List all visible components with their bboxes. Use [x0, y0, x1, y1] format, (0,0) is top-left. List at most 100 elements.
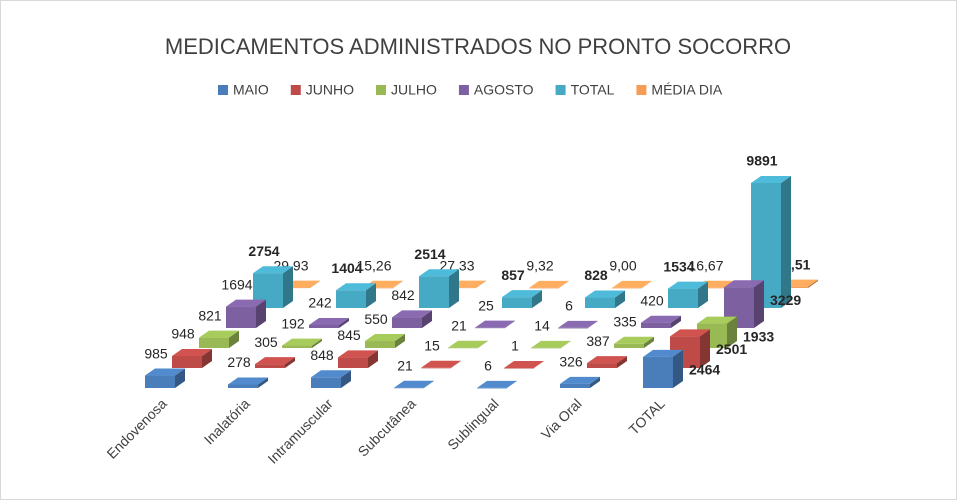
- bar-front: [668, 288, 698, 308]
- bar-front: [614, 343, 644, 348]
- bar-side: [310, 280, 320, 288]
- data-label: 845: [337, 327, 361, 343]
- bar: [643, 349, 683, 388]
- bar-side: [478, 340, 488, 348]
- bar-top: [504, 360, 544, 368]
- bar-front: [641, 322, 671, 328]
- bar-front: [145, 375, 175, 388]
- legend-label: JUNHO: [306, 82, 354, 98]
- data-label: 550: [364, 311, 388, 327]
- legend-label: JULHO: [391, 82, 437, 98]
- bar: [226, 299, 266, 328]
- data-label: 2501: [716, 341, 747, 357]
- data-label: 6: [565, 298, 573, 314]
- bar: [475, 320, 515, 329]
- bar-top: [477, 380, 517, 388]
- bar: [311, 370, 351, 388]
- bar: [338, 350, 378, 368]
- data-label: 16,67: [688, 257, 723, 273]
- bar-side: [532, 290, 542, 308]
- bar-top: [226, 299, 266, 307]
- data-label: 3229: [770, 292, 801, 308]
- bar-side: [673, 349, 683, 388]
- bar: [641, 315, 681, 328]
- bar: [145, 368, 185, 388]
- data-label: 857: [501, 267, 525, 283]
- data-label: 9,32: [526, 258, 553, 274]
- data-label: 848: [310, 347, 334, 363]
- bar-top: [419, 269, 459, 277]
- bar-front: [311, 377, 341, 388]
- bar-side: [559, 280, 569, 288]
- data-label: 21: [397, 357, 413, 373]
- legend-label: MAIO: [233, 82, 269, 98]
- bar: [529, 280, 569, 289]
- bar-front: [531, 347, 561, 349]
- data-label: 335: [613, 313, 637, 329]
- bar-top: [558, 320, 598, 328]
- bar-side: [341, 370, 351, 388]
- data-label: 1404: [331, 260, 362, 276]
- bar-top: [670, 329, 710, 337]
- bar-side: [368, 350, 378, 368]
- bar-front: [558, 327, 588, 329]
- bar-front: [446, 287, 476, 289]
- bar: [585, 290, 625, 308]
- bar-top: [668, 281, 708, 289]
- bar: [336, 283, 376, 308]
- bar: [309, 317, 349, 328]
- legend-swatch: [290, 85, 301, 95]
- bar-front: [475, 327, 505, 329]
- bar-side: [781, 176, 791, 308]
- bar-top: [338, 350, 378, 358]
- bar-top: [172, 349, 212, 357]
- bar-front: [421, 367, 451, 369]
- data-label: 192: [281, 315, 305, 331]
- bar-front: [282, 345, 312, 348]
- bar-top: [448, 340, 488, 348]
- bar-front: [365, 341, 395, 348]
- data-label: 14: [534, 318, 550, 334]
- bar-front: [338, 357, 368, 368]
- bar-top: [612, 280, 652, 288]
- bar-side: [256, 299, 266, 328]
- bar-top: [253, 266, 293, 274]
- bar-front: [280, 287, 310, 289]
- data-label: 842: [391, 287, 415, 303]
- bar-top: [199, 330, 239, 338]
- bar-top: [282, 338, 322, 346]
- bar-top: [336, 283, 376, 291]
- bar: [172, 349, 212, 368]
- data-label: 2514: [414, 246, 445, 262]
- data-label: 326: [559, 354, 583, 370]
- bar-side: [617, 356, 627, 368]
- data-label: 1694: [221, 276, 252, 292]
- data-label: 305: [254, 334, 278, 350]
- bar-side: [451, 360, 461, 368]
- bar: [531, 340, 571, 349]
- bar: [199, 330, 239, 348]
- bar-side: [700, 329, 710, 368]
- bar-top: [531, 340, 571, 348]
- data-label: 1: [511, 338, 519, 354]
- legend-label: MÉDIA DIA: [651, 82, 722, 98]
- bar-side: [424, 380, 434, 388]
- bar: [668, 281, 708, 308]
- bar-front: [504, 367, 534, 369]
- bar-top: [560, 376, 600, 384]
- data-label: 821: [198, 307, 222, 323]
- bar-front: [419, 276, 449, 308]
- bar-top: [145, 368, 185, 376]
- legend-label: AGOSTO: [474, 82, 534, 98]
- bar-top: [228, 377, 268, 385]
- bar-side: [339, 317, 349, 328]
- data-label: 2754: [248, 243, 279, 259]
- bar: [612, 280, 652, 289]
- data-label: 15: [424, 338, 440, 354]
- legend-swatch: [636, 85, 647, 95]
- data-label: 828: [584, 267, 608, 283]
- bar: [560, 376, 600, 388]
- bar-front: [363, 287, 393, 289]
